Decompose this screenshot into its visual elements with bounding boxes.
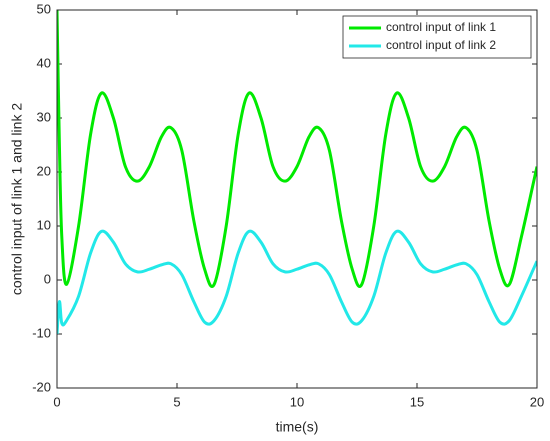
plot-frame [56, 9, 538, 389]
x-tick-label: 10 [290, 394, 304, 409]
y-tick-label: 0 [44, 271, 51, 286]
legend-label: control input of link 2 [386, 38, 496, 52]
y-axis-label: control input of link 1 and link 2 [9, 103, 25, 295]
x-tick-label: 15 [410, 394, 424, 409]
y-tick-label: 30 [37, 109, 51, 124]
y-tick-label: 50 [37, 1, 51, 16]
legend-box [342, 15, 532, 59]
x-tick-label: 0 [53, 394, 60, 409]
x-tick-label: 5 [173, 394, 180, 409]
y-tick-label: -10 [32, 325, 51, 340]
series-line [57, 229, 537, 335]
x-tick-label: 20 [530, 394, 544, 409]
y-tick-label: -20 [32, 379, 51, 394]
y-tick-label: 20 [37, 163, 51, 178]
y-tick-label: 40 [37, 55, 51, 70]
y-tick-label: 10 [37, 217, 51, 232]
x-axis-label: time(s) [276, 419, 319, 435]
series-line [57, 10, 537, 288]
legend-label: control input of link 1 [386, 20, 496, 34]
